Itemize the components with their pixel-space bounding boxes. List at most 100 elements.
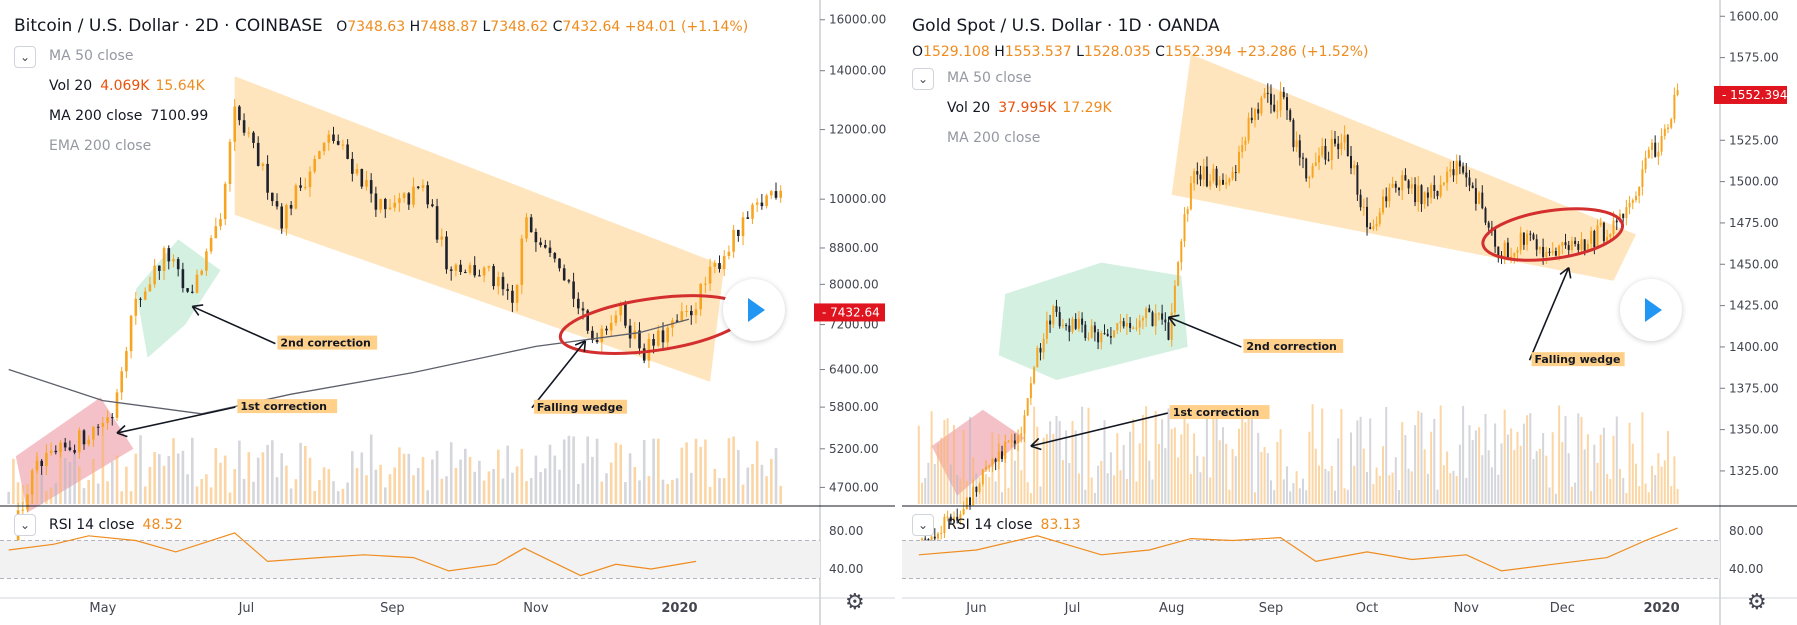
volume-bar [690, 472, 693, 504]
volume-bar [1663, 460, 1666, 504]
volume-bar [148, 467, 152, 504]
volume-bar [940, 437, 943, 504]
y-tick-label: 5800.00 [829, 400, 879, 414]
candle-body [468, 265, 472, 273]
candle-body [988, 466, 991, 468]
candle-body [1228, 178, 1231, 183]
candle-body [153, 265, 156, 285]
volume-bar [1615, 416, 1618, 504]
legend-ema200[interactable]: EMA 200 close [49, 138, 152, 154]
rsi-legend[interactable]: RSI 14 close 48.52 [49, 517, 183, 533]
y-tick-label: 8800.00 [829, 241, 879, 255]
candle-body [511, 290, 514, 303]
candle-body [642, 348, 646, 361]
candle-body [1388, 187, 1391, 202]
legend-volume[interactable]: Vol 20 37.995K 17.29K [947, 100, 1112, 116]
volume-bar [1058, 421, 1061, 504]
y-tick-label: 4700.00 [829, 480, 879, 494]
rsi-legend[interactable]: RSI 14 close 83.13 [947, 517, 1081, 533]
candle-body [299, 185, 302, 188]
volume-bar [360, 452, 364, 504]
annotation-arrowhead [1167, 316, 1176, 327]
volume-bar [661, 479, 665, 504]
x-tick-label: Sep [1259, 601, 1284, 616]
volume-bar [87, 479, 90, 504]
candle-body [1042, 338, 1045, 353]
volume-bar [1164, 448, 1167, 504]
volume-bar [722, 478, 726, 504]
candle-body [473, 265, 476, 276]
legend-ma200[interactable]: MA 200 close [947, 130, 1041, 146]
legend-volume[interactable]: Vol 20 4.069K 15.64K [49, 78, 205, 94]
gear-icon[interactable]: ⚙ [1747, 590, 1767, 615]
candle-body [1295, 140, 1298, 148]
candle-body [1657, 151, 1660, 157]
volume-bar [1049, 421, 1052, 504]
volume-bar [92, 459, 95, 504]
volume-bar [1458, 444, 1461, 504]
chevron-down-icon[interactable]: ⌄ [912, 68, 934, 90]
candle-body [1023, 415, 1026, 434]
interval-label[interactable]: 1D [1117, 16, 1142, 36]
legend-ma50[interactable]: MA 50 close [947, 70, 1032, 86]
volume-bar [129, 491, 133, 504]
interval-label[interactable]: 2D [194, 16, 219, 36]
volume-bar [1148, 460, 1151, 504]
volume-bar [1004, 441, 1007, 504]
volume-bar [586, 436, 589, 504]
volume-bar [266, 444, 269, 504]
chart-panel-gold[interactable]: 2nd correction 1st correction Falling wedg… [902, 0, 1797, 625]
volume-bar [1359, 416, 1362, 504]
volume-bar [1129, 431, 1132, 504]
rsi-band [902, 540, 1720, 579]
volume-bar [1205, 418, 1208, 504]
candle-body [1205, 166, 1208, 187]
volume-bar [737, 450, 740, 504]
legend-ma200[interactable]: MA 200 close 7100.99 [49, 108, 209, 124]
y-tick-label: 1475.00 [1729, 216, 1779, 230]
volume-bar [965, 480, 968, 504]
candle-body [355, 169, 359, 174]
x-tick-label: Jul [238, 601, 255, 616]
volume-bar [1487, 450, 1490, 504]
candle-body [134, 298, 138, 316]
chart-panel-bitcoin[interactable]: 2nd correction 1st correction Falling wedg… [0, 0, 895, 625]
candle-body [1318, 155, 1320, 163]
annotation-label-bg [277, 335, 378, 350]
play-button[interactable] [1620, 279, 1682, 341]
volume-bar [1404, 435, 1407, 504]
play-button[interactable] [723, 279, 785, 341]
volume-bar [365, 475, 368, 504]
candle-body [346, 144, 349, 159]
candle-body [73, 450, 76, 453]
candle-body [1045, 320, 1048, 339]
y-tick-label: 1400.00 [1729, 340, 1779, 354]
candle-body [1327, 159, 1330, 161]
volume-bar [1586, 434, 1589, 504]
candle-body [143, 291, 147, 300]
candle-body [327, 134, 331, 143]
current-price-label-bg [1714, 85, 1787, 104]
rsi-chevron-down-icon[interactable]: ⌄ [912, 514, 934, 536]
candle-body [1202, 166, 1205, 180]
chart-canvas-gold[interactable]: 2nd correction 1st correction Falling wedg… [902, 0, 1797, 625]
candle-body [1382, 196, 1384, 213]
volume-bar [774, 448, 778, 504]
candle-body [1532, 234, 1535, 240]
volume-bar [638, 480, 641, 504]
volume-bar [770, 458, 773, 504]
legend-ma50[interactable]: MA 50 close [49, 48, 134, 64]
volume-bar [1042, 437, 1045, 504]
candle-body [1234, 172, 1237, 173]
volume-bar [751, 464, 754, 504]
rsi-chevron-down-icon[interactable]: ⌄ [14, 514, 36, 536]
gear-icon[interactable]: ⚙ [845, 590, 865, 615]
volume-bar [468, 457, 472, 504]
candle-body [722, 255, 726, 269]
candle-body [1391, 183, 1394, 188]
candle-body [760, 202, 764, 207]
volume-bar [1298, 488, 1301, 504]
volume-bar [1506, 434, 1509, 504]
change-value: +84.01 (+1.14%) [624, 19, 749, 35]
chevron-down-icon[interactable]: ⌄ [14, 46, 36, 68]
